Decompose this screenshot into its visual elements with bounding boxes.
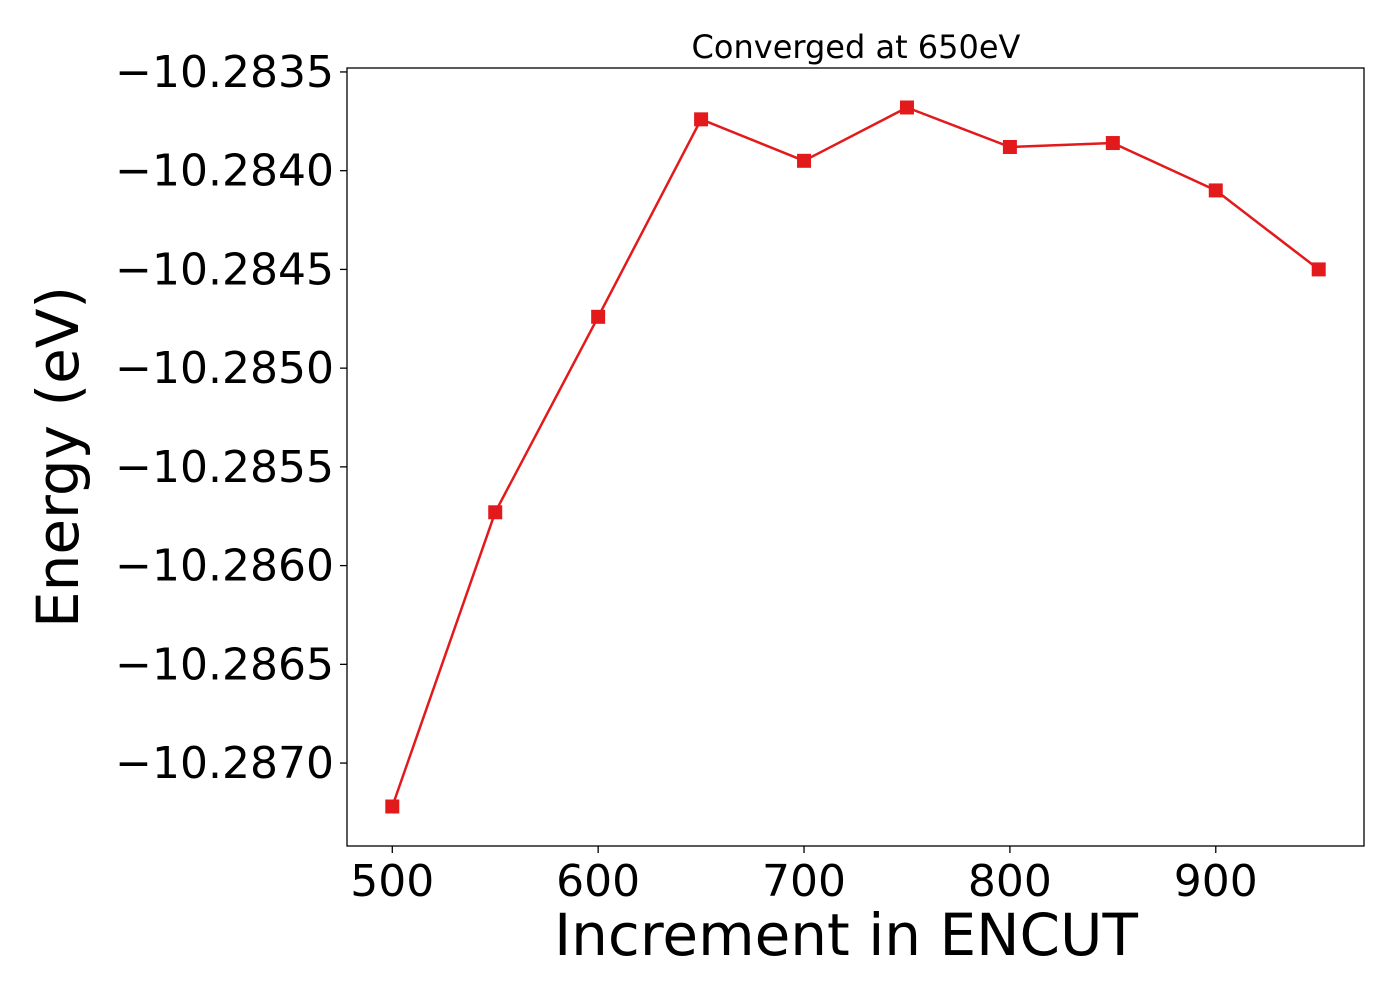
plot-area-frame (346, 67, 1365, 847)
y-tick-label: −10.2865 (115, 639, 334, 690)
x-axis-title: Increment in ENCUT (554, 901, 1138, 969)
x-tick-label: 800 (968, 856, 1052, 907)
y-tick-label: −10.2845 (115, 244, 334, 295)
x-axis: 500 600 700 800 900 (350, 846, 1258, 907)
series-layer (385, 100, 1326, 814)
x-tick-label: 900 (1174, 856, 1258, 907)
data-point-marker (694, 112, 709, 127)
y-axis-title: Energy (eV) (24, 286, 92, 628)
x-tick-label: 700 (762, 856, 846, 907)
data-point-marker (591, 309, 606, 324)
y-tick-label: −10.2840 (115, 146, 334, 197)
chart-title: Converged at 650eV (692, 28, 1021, 66)
y-tick-label: −10.2835 (115, 47, 334, 98)
y-tick-label: −10.2855 (115, 442, 334, 493)
data-point-marker (1002, 139, 1017, 154)
y-tick-label: −10.2870 (115, 738, 334, 789)
series-line (391, 106, 1320, 807)
data-point-marker (385, 799, 400, 814)
data-point-marker (797, 153, 812, 168)
data-point-marker (1311, 262, 1326, 277)
data-point-marker (488, 505, 503, 520)
data-point-marker (899, 100, 914, 115)
x-tick-label: 600 (556, 856, 640, 907)
y-axis: −10.2835 −10.2840 −10.2845 −10.2850 −10.2855… (115, 47, 347, 789)
y-tick-label: −10.2860 (115, 541, 334, 592)
x-tick-label: 500 (350, 856, 434, 907)
data-point-marker (1105, 136, 1120, 151)
data-point-marker (1208, 183, 1223, 198)
y-tick-label: −10.2850 (115, 343, 334, 394)
